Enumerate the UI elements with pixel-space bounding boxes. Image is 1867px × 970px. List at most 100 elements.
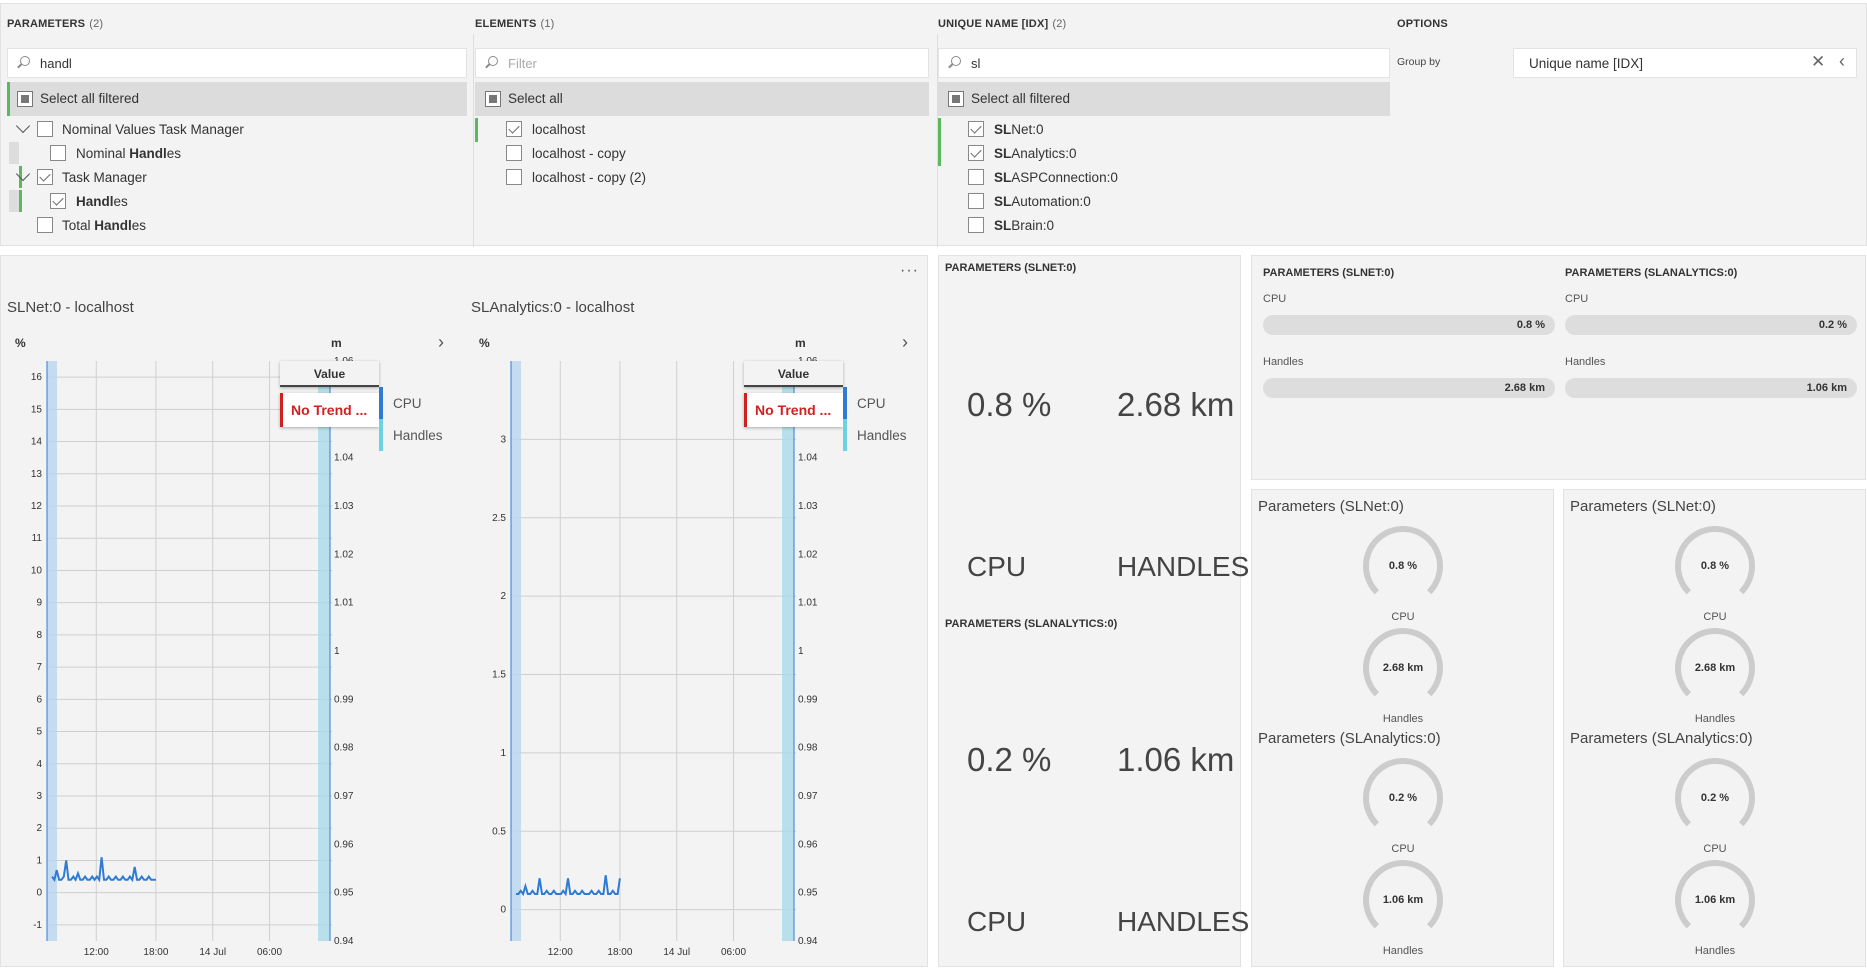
checkbox[interactable] [506,145,522,161]
legend-handles[interactable]: Handles [857,428,907,443]
legend-header: Value [280,361,379,387]
y2-tick-label: 0.97 [334,791,354,802]
checkbox[interactable] [968,217,984,233]
checkbox[interactable] [506,169,522,185]
options-panel: OPTIONS Group by Unique name [IDX] ✕ ‹ [1397,4,1867,247]
chevron-right-icon[interactable]: › [438,332,444,352]
y2-tick-label: 1.02 [334,549,354,560]
list-item-localhost-copy[interactable]: localhost - copy [475,143,925,165]
y2-tick-label: 1.03 [798,501,818,512]
kpi-title: PARAMETERS (SLNET:0) [1263,267,1395,279]
y-tick-label: 10 [31,565,43,576]
parameters-select-all[interactable]: Select all filtered [7,82,467,116]
chevron-down-icon[interactable] [15,118,31,134]
select-all-checkbox[interactable] [485,91,501,107]
y2-tick-label: 1.01 [798,598,818,609]
checkbox[interactable] [37,121,53,137]
gauge-label: Handles [1694,713,1736,725]
tree-item-nominal-values-task-manager[interactable]: Nominal Values Task Manager [1,118,461,141]
list-item-slnet[interactable]: SLNet:0 [938,119,1388,141]
cpu-series-line [51,857,156,883]
filter-bar: PARAMETERS (2) handl Select all filtered … [0,3,1867,247]
gauge-value: 2.68 km [1382,662,1424,674]
checkbox[interactable] [37,217,53,233]
checkbox[interactable] [968,193,984,209]
unique-name-search-input[interactable]: sl [938,48,1390,78]
list-item-slaspconnection[interactable]: SLASPConnection:0 [938,167,1388,189]
tree-item-task-manager[interactable]: Task Manager [1,166,461,189]
y2-tick-label: 1.02 [798,549,818,560]
no-trend-badge[interactable]: No Trend ... [744,393,843,427]
kpi-title: PARAMETERS (SLANALYTICS:0) [945,618,1118,630]
y-tick-label: 9 [36,598,42,609]
cpu-gauge [1675,758,1755,838]
gauge-value: 0.8 % [1388,560,1418,572]
handles-gauge [1363,628,1443,708]
checkbox-checked[interactable] [968,121,984,137]
handles-series-swatch [843,419,847,451]
tree-indent-bar [9,142,19,164]
no-trend-badge[interactable]: No Trend ... [280,393,379,427]
kpi-title: PARAMETERS (SLNET:0) [945,262,1077,274]
gauge-group-title: Parameters (SLAnalytics:0) [1258,730,1441,747]
elements-select-all[interactable]: Select all [475,82,929,116]
parameters-search-input[interactable]: handl [7,48,467,78]
y-tick-label: 1.5 [492,670,506,681]
checkbox[interactable] [968,169,984,185]
right-axis-unit: m [331,336,342,350]
parameters-filter-title: PARAMETERS (2) [7,18,104,30]
chevron-right-icon[interactable]: › [902,332,908,352]
list-item-slanalytics[interactable]: SLAnalytics:0 [938,143,1388,165]
legend-cpu[interactable]: CPU [393,396,422,411]
group-by-select[interactable]: Unique name [IDX] ✕ ‹ [1513,48,1857,78]
y-tick-label: 1 [500,748,506,759]
select-all-checkbox[interactable] [17,91,33,107]
chevron-left-icon[interactable]: ‹ [1839,51,1845,71]
x-tick-label: 12:00 [84,947,109,958]
legend-handles[interactable]: Handles [393,428,443,443]
more-horizontal-icon[interactable]: ··· [900,262,919,279]
x-tick-label: 18:00 [607,947,632,958]
gauge-label: Handles [1382,713,1424,725]
legend-cpu[interactable]: CPU [857,396,886,411]
checkbox-checked[interactable] [50,193,66,209]
list-item-slautomation[interactable]: SLAutomation:0 [938,191,1388,213]
chart-title: SLAnalytics:0 - localhost [471,299,635,316]
tree-indent-bar [9,190,19,212]
cpu-label: CPU [967,906,1027,937]
select-all-checkbox[interactable] [948,91,964,107]
unique-name-select-all[interactable]: Select all filtered [938,82,1390,116]
right-highlight-band [782,361,794,941]
cpu-label: CPU [1263,293,1287,305]
tree-item-nominal-handles[interactable]: Nominal Handles [1,143,461,165]
tree-item-handles[interactable]: Handles [1,191,461,213]
clear-icon[interactable]: ✕ [1811,52,1826,71]
list-item-localhost[interactable]: localhost [475,119,925,141]
checkbox-checked[interactable] [506,121,522,137]
selection-indicator [938,118,941,166]
list-item-slbrain[interactable]: SLBrain:0 [938,215,1388,237]
y-tick-label: 0.5 [492,826,506,837]
y2-tick-label: 0.98 [334,743,354,754]
y-tick-label: -1 [33,920,42,931]
y-tick-label: 5 [36,727,42,738]
chevron-down-icon[interactable] [15,166,31,182]
y2-tick-label: 0.95 [334,888,354,899]
gauge-value: 1.06 km [1694,894,1736,906]
list-item-localhost-copy-2[interactable]: localhost - copy (2) [475,167,925,189]
chart-svg: 0 0.5 1 1.5 2 2.5 3 0.94 0.95 0.96 0.97 0.98 0.99 1 1.… [492,356,818,958]
left-highlight-band [47,361,57,941]
selection-indicator [19,166,22,188]
x-tick-label: 06:00 [721,947,746,958]
checkbox-checked[interactable] [37,169,53,185]
column-divider [473,34,474,247]
left-axis-unit: % [479,336,490,350]
checkbox-checked[interactable] [968,145,984,161]
y2-tick-label: 0.97 [798,791,818,802]
y-tick-label: 13 [31,469,43,480]
y2-tick-label: 1.03 [334,501,354,512]
elements-search-input[interactable]: Filter [475,48,929,78]
gauge-label: CPU [1703,611,1727,623]
tree-item-total-handles[interactable]: Total Handles [1,215,461,237]
checkbox[interactable] [50,145,66,161]
